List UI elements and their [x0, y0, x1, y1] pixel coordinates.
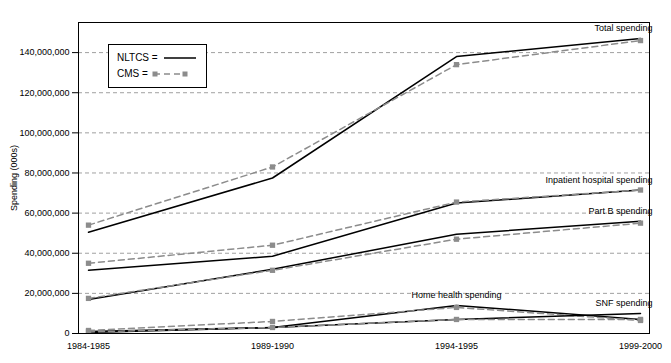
svg-text:1999-2000: 1999-2000 — [619, 341, 662, 351]
svg-text:0: 0 — [64, 328, 69, 338]
svg-text:60,000,000: 60,000,000 — [24, 208, 69, 218]
svg-text:100,000,000: 100,000,000 — [19, 128, 69, 138]
svg-text:Total spending: Total spending — [594, 23, 652, 33]
svg-text:20,000,000: 20,000,000 — [24, 288, 69, 298]
svg-text:Spending (000s): Spending (000s) — [9, 145, 19, 211]
svg-text:120,000,000: 120,000,000 — [19, 88, 69, 98]
html-text:CMS =: CMS = — [117, 68, 148, 79]
svg-text:Inpatient hospital spending: Inpatient hospital spending — [545, 175, 652, 185]
svg-text:1994-1995: 1994-1995 — [435, 341, 478, 351]
svg-text:140,000,000: 140,000,000 — [19, 47, 69, 57]
svg-text:SNF spending: SNF spending — [595, 298, 652, 308]
svg-text:Part B spending: Part B spending — [588, 206, 652, 216]
html-text:NLTCS =: NLTCS = — [117, 52, 158, 63]
svg-text:Home health spending: Home health spending — [411, 290, 501, 300]
svg-text:1989-1990: 1989-1990 — [251, 341, 294, 351]
svg-text:1984-1985: 1984-1985 — [67, 341, 110, 351]
svg-text:40,000,000: 40,000,000 — [24, 248, 69, 258]
svg-text:80,000,000: 80,000,000 — [24, 168, 69, 178]
